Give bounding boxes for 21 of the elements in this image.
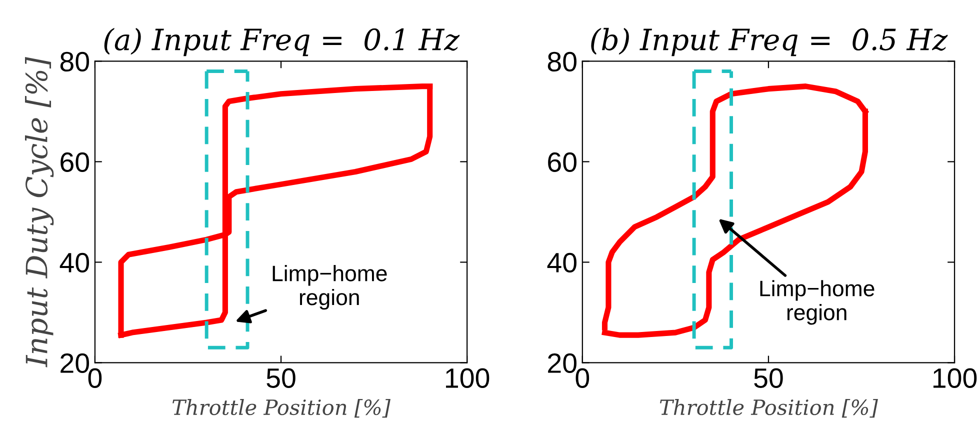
y-tick-label: 80 <box>548 52 576 72</box>
y-tick-label: 60 <box>548 152 576 172</box>
y-tick-label: 60 <box>60 152 90 172</box>
annotation: Limp−home region <box>760 280 874 325</box>
x-tick-label: 100 <box>933 368 977 388</box>
y-tick-label: 20 <box>60 353 90 374</box>
x-tick-label: 50 <box>266 368 296 388</box>
x-axis-title: Throttle Position [%] <box>172 399 390 418</box>
y-tick-label: 20 <box>548 353 576 374</box>
chart-title: (b) Input Freq = 0.5 Hz <box>591 28 948 56</box>
x-tick-label: 100 <box>446 368 490 388</box>
chart-title: (a) Input Freq = 0.1 Hz <box>104 28 460 56</box>
annotation: Limp−home region <box>272 265 387 310</box>
x-axis-title: Throttle Position [%] <box>660 399 878 418</box>
y-axis-title: Input Duty Cycle [%] <box>25 56 54 368</box>
y-tick-label: 40 <box>547 252 576 273</box>
x-tick-label: 0 <box>576 368 590 388</box>
x-tick-label: 0 <box>88 368 102 388</box>
y-tick-label: 80 <box>60 52 90 72</box>
y-tick-label: 40 <box>60 252 90 273</box>
x-tick-label: 50 <box>754 368 783 388</box>
